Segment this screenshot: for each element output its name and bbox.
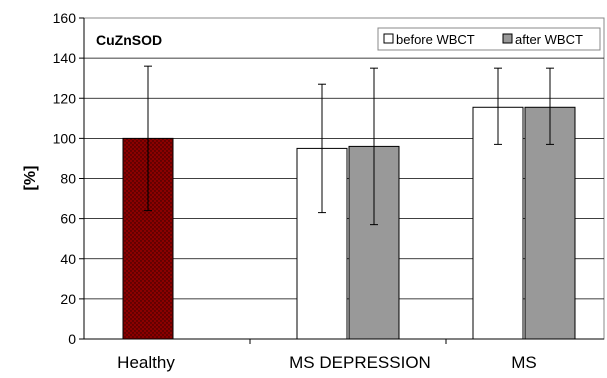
y-axis-label: [%] xyxy=(22,166,39,191)
y-tick-label: 80 xyxy=(60,171,76,187)
x-tick-label: Healthy xyxy=(117,353,175,372)
x-axis: Healthy MS DEPRESSION MS xyxy=(117,339,537,372)
bar-before-wbct xyxy=(472,106,524,340)
y-tick-label: 160 xyxy=(53,10,77,26)
error-bars xyxy=(144,65,554,226)
legend-box xyxy=(377,27,601,51)
legend-swatch-before xyxy=(383,33,394,44)
y-axis: 0 20 40 60 80 100 120 140 160 xyxy=(53,10,84,347)
legend-label-after: after WBCT xyxy=(515,32,583,47)
y-tick-label: 100 xyxy=(53,130,77,146)
legend-label-before: before WBCT xyxy=(396,32,475,47)
legend-swatch-after xyxy=(502,33,513,44)
y-tick-label: 140 xyxy=(53,50,77,66)
chart-title: CuZnSOD xyxy=(96,32,162,48)
x-tick-label: MS xyxy=(511,353,537,372)
y-tick-label: 120 xyxy=(53,90,77,106)
y-tick-label: 40 xyxy=(60,251,76,267)
x-tick-label: MS DEPRESSION xyxy=(289,353,431,372)
legend: before WBCT after WBCT xyxy=(377,27,601,51)
y-tick-label: 20 xyxy=(60,291,76,307)
y-tick-label: 0 xyxy=(68,331,76,347)
y-tick-label: 60 xyxy=(60,211,76,227)
bar-after-wbct xyxy=(524,106,576,340)
